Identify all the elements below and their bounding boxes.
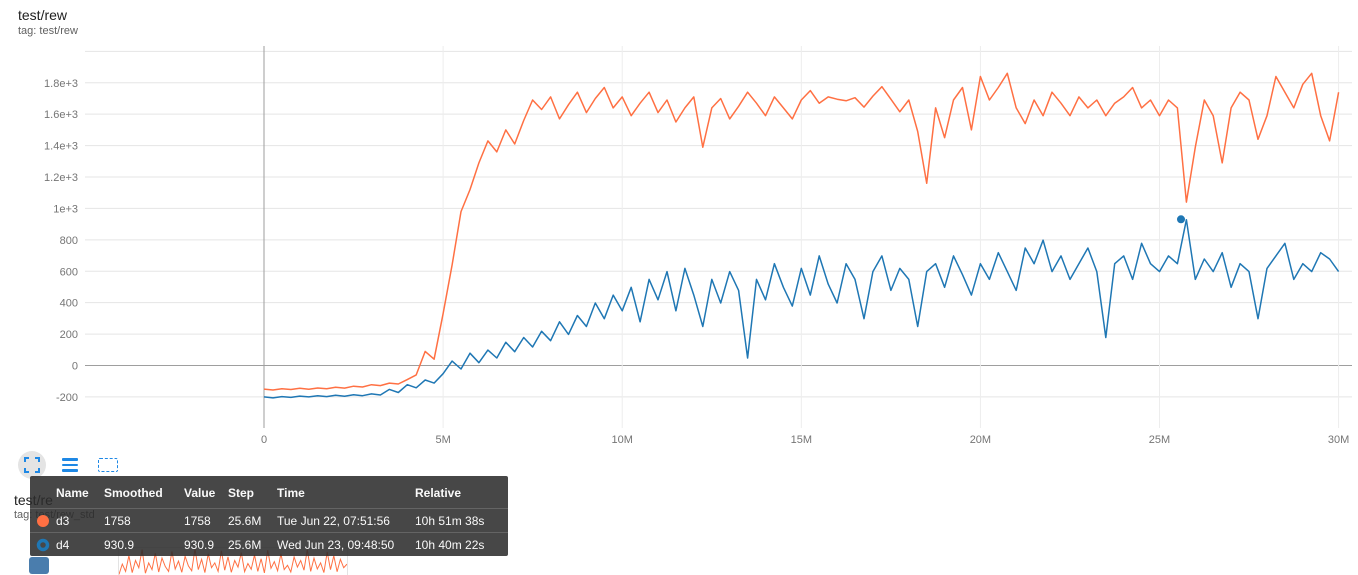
series-line-d3-std	[119, 548, 347, 575]
run-name: d3	[56, 513, 70, 528]
tooltip-header-relative: Relative	[415, 485, 462, 500]
run-step: 25.6M	[228, 537, 262, 552]
y-axis-tick: -200	[56, 392, 78, 404]
y-axis-tick: 1e+3	[53, 203, 78, 215]
hover-marker-d4	[1176, 215, 1185, 224]
tooltip-row-d4: d4 930.9 930.9 25.6M Wed Jun 23, 09:48:5…	[30, 532, 508, 556]
y-axis-tick: 1.2e+3	[44, 172, 78, 184]
run-value: 930.9	[184, 537, 215, 552]
dashed-rect-glyph	[98, 458, 118, 472]
x-axis-tick: 10M	[611, 434, 632, 446]
y-axis-tick: 200	[60, 329, 78, 341]
x-axis-tick: 15M	[791, 434, 812, 446]
tooltip-header-step: Step	[228, 485, 255, 500]
run-color-dot-d3	[30, 514, 56, 528]
run-time: Wed Jun 23, 09:48:50	[277, 537, 395, 552]
tooltip-header-row: Name Smoothed Value Step Time Relative	[30, 476, 508, 508]
y-axis-tick: 1.4e+3	[44, 141, 78, 153]
x-axis-tick: 0	[261, 434, 267, 446]
tooltip-row-d3: d3 1758 1758 25.6M Tue Jun 22, 07:51:56 …	[30, 508, 508, 532]
run-color-dot-d4	[30, 538, 56, 552]
series-line-d4	[263, 218, 1340, 399]
expand-icon[interactable]	[18, 451, 46, 479]
x-axis-tick: 5M	[435, 434, 450, 446]
y-axis-tick: 400	[60, 298, 78, 310]
run-name: d4	[56, 537, 70, 552]
tooltip-panel: Name Smoothed Value Step Time Relative d…	[30, 476, 508, 556]
run-relative: 10h 40m 22s	[415, 537, 485, 552]
y-axis-tick: 600	[60, 266, 78, 278]
series-line-d3	[263, 72, 1340, 391]
y-axis-tick: 800	[60, 235, 78, 247]
y-axis-tick: 1.8e+3	[44, 78, 78, 90]
x-axis-tick: 30M	[1328, 434, 1349, 446]
chart-toolbar	[18, 451, 122, 479]
x-axis-tick: 25M	[1149, 434, 1170, 446]
run-smoothed: 1758	[104, 513, 131, 528]
run-step: 25.6M	[228, 513, 262, 528]
run-relative: 10h 51m 38s	[415, 513, 485, 528]
card-title: test/rew	[18, 7, 68, 23]
run-smoothed: 930.9	[104, 537, 135, 552]
tooltip-header-value: Value	[184, 485, 216, 500]
x-axis-tick: 20M	[970, 434, 991, 446]
run-value: 1758	[184, 513, 211, 528]
card-tag: tag: test/rew	[18, 25, 78, 37]
fit-domain-icon[interactable]	[94, 451, 122, 479]
partial-ui-element[interactable]	[29, 557, 49, 574]
tooltip-header-smoothed: Smoothed	[104, 485, 163, 500]
tooltip-header-name: Name	[56, 485, 89, 500]
y-axis-tick: 1.6e+3	[44, 109, 78, 121]
log-scale-lines-icon[interactable]	[56, 451, 84, 479]
lines-glyph	[62, 458, 78, 472]
run-time: Tue Jun 22, 07:51:56	[277, 513, 390, 528]
tooltip-body: d3 1758 1758 25.6M Tue Jun 22, 07:51:56 …	[30, 508, 508, 556]
expand-icon-glyph	[24, 457, 40, 473]
y-axis-tick: 0	[72, 361, 78, 373]
tooltip-header-time: Time	[277, 485, 305, 500]
main-chart[interactable]: -200 0 200 400 600 800 1e+3 1.2e+3 1.4e+3 1.6e+3 1…	[0, 0, 1358, 462]
